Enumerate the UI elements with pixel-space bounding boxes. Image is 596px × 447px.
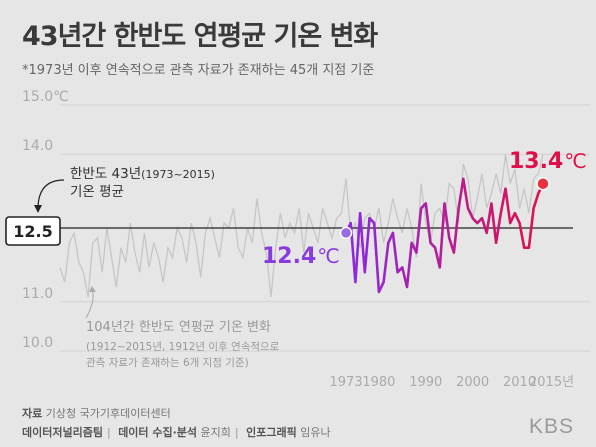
y-tick-label: 10.0 [22, 335, 53, 351]
credits-line: 데이터저널리즘팀 | 데이터 수집·분석 윤지희 | 인포그래픽 임유나 [22, 426, 331, 439]
end-point [536, 176, 550, 191]
x-tick-label: 1990 [409, 375, 442, 390]
footer: 자료 기상청 국가기후데이터센터 데이터저널리즘팀 | 데이터 수집·분석 윤지희… [0, 391, 596, 447]
page-subtitle: *1973년 이후 연속적으로 관측 자료가 존재하는 45개 지점 기준 [22, 63, 375, 78]
series-line-104yr [59, 154, 544, 298]
end-value-label: 13.4℃ [509, 149, 587, 174]
gray-series-name: 104년간 한반도 연평균 기온 변화 [86, 320, 271, 335]
y-tick-label: 15.0℃ [22, 89, 69, 105]
x-tick-label: 2010 [503, 375, 536, 390]
y-tick-label: 14.0 [22, 138, 53, 154]
collection-value: 윤지희 [200, 426, 231, 439]
infographic-label: 인포그래픽 [246, 426, 297, 439]
reference-text-line2: 기온 평균 [70, 184, 124, 200]
reference-text-line1: 한반도 43년(1973~2015) [70, 166, 215, 182]
gray-series-note-2: 관측 자료가 존재하는 6개 지점 기준) [86, 356, 249, 369]
collection-label: 데이터 수집·분석 [118, 426, 198, 439]
x-tick-label: 1973 [330, 375, 363, 390]
reference-arrow-head [34, 205, 42, 213]
reference-value-label: 12.5 [13, 222, 52, 241]
source-value: 기상청 국가기후데이터센터 [45, 407, 171, 420]
infographic-value: 임유나 [300, 426, 331, 439]
x-tick-label: 2015년 [529, 375, 574, 390]
reference-callout-arrow [37, 179, 65, 210]
page-title: 43년간 한반도 연평균 기온 변화 [22, 21, 378, 52]
reference-value-box [5, 216, 61, 246]
start-point [339, 226, 353, 240]
gray-series-arrow-head [89, 286, 96, 292]
source-label: 자료 [22, 407, 43, 420]
y-tick-label: 11.0 [22, 286, 53, 302]
temperature-chart: 15.0℃ 14.0 11.0 10.0 1973 1980 1990 2000 201020… [5, 89, 590, 390]
start-value-label: 12.4℃ [262, 244, 340, 269]
kbs-logo: KBS [528, 415, 574, 438]
x-tick-label: 2000 [456, 375, 489, 390]
journalism-label: 데이터저널리즘팀 [22, 426, 103, 439]
source-line: 자료 기상청 국가기후데이터센터 [22, 405, 171, 421]
series-line-43yr [344, 177, 545, 294]
x-tick-label: 1980 [362, 375, 395, 390]
gray-series-note-1: (1912~2015년, 1912년 이후 연속적으로 [86, 341, 280, 353]
